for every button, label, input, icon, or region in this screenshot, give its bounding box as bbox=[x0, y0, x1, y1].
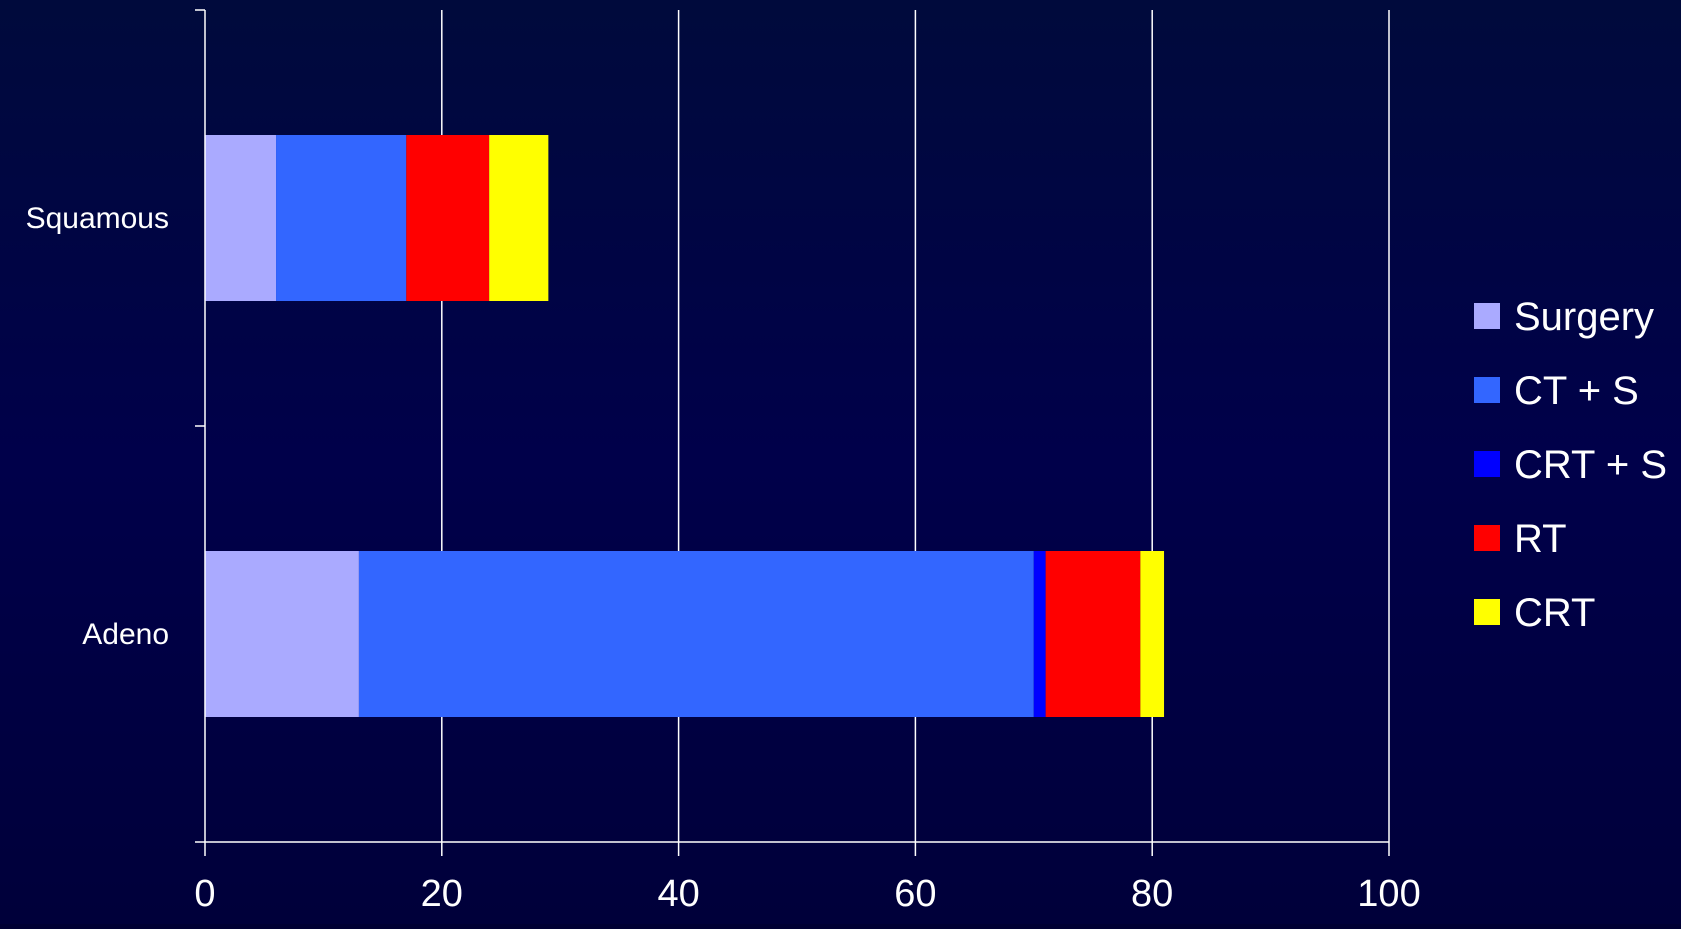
bar-adeno-ct-s bbox=[358, 551, 1034, 717]
bar-adeno-crt-s bbox=[1033, 551, 1046, 717]
legend-label-crt: CRT bbox=[1514, 591, 1595, 635]
category-label-adeno: Adeno bbox=[82, 618, 169, 651]
legend-swatch-surgery bbox=[1474, 303, 1500, 329]
legend-label-rt: RT bbox=[1514, 517, 1567, 561]
x-tick-label: 80 bbox=[1131, 873, 1173, 915]
legend-swatch-crt bbox=[1474, 599, 1500, 625]
bar-adeno-crt bbox=[1140, 551, 1165, 717]
bar-squamous-crt bbox=[489, 135, 549, 301]
legend-swatch-crt-s bbox=[1474, 451, 1500, 477]
legend-swatch-rt bbox=[1474, 525, 1500, 551]
legend-label-surgery: Surgery bbox=[1514, 295, 1654, 339]
x-tick-label: 20 bbox=[421, 873, 463, 915]
legend: Surgery CT + S CRT + S RT CRT bbox=[1474, 295, 1667, 635]
bar-adeno-surgery bbox=[205, 551, 359, 717]
x-tick-label: 100 bbox=[1357, 873, 1420, 915]
bar-squamous-ct-s bbox=[276, 135, 407, 301]
legend-label-ct-s: CT + S bbox=[1514, 369, 1639, 413]
bar-squamous-rt bbox=[406, 135, 490, 301]
legend-label-crt-s: CRT + S bbox=[1514, 443, 1667, 487]
axes: 0 20 40 60 80 100 Squamous Adeno bbox=[26, 9, 1421, 915]
gridlines bbox=[441, 10, 1390, 842]
bar-squamous-surgery bbox=[205, 135, 277, 301]
x-tick-label: 60 bbox=[894, 873, 936, 915]
category-label-squamous: Squamous bbox=[26, 202, 169, 235]
legend-swatch-ct-s bbox=[1474, 377, 1500, 403]
x-tick-label: 40 bbox=[657, 873, 699, 915]
bar-adeno-rt bbox=[1045, 551, 1141, 717]
x-tick-label: 0 bbox=[194, 873, 215, 915]
bars bbox=[205, 135, 1165, 717]
